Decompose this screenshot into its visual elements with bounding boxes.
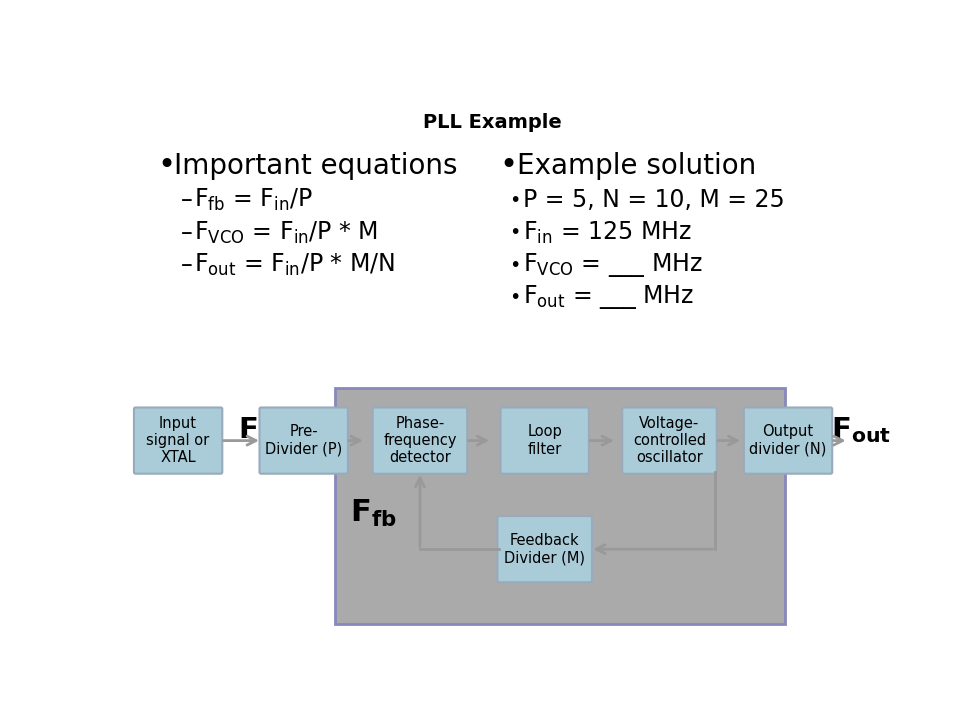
FancyBboxPatch shape bbox=[497, 516, 592, 582]
Text: $\mathbf{F_{out}}$: $\mathbf{F_{out}}$ bbox=[830, 415, 891, 445]
Text: $\mathsf{F_{out}}$ = $\mathsf{F_{in}}$/P * M/N: $\mathsf{F_{out}}$ = $\mathsf{F_{in}}$/P… bbox=[194, 252, 396, 278]
Text: Important equations: Important equations bbox=[175, 152, 458, 180]
FancyBboxPatch shape bbox=[134, 408, 223, 474]
Text: $\mathsf{F_{out}}$ = ___ MHz: $\mathsf{F_{out}}$ = ___ MHz bbox=[523, 284, 694, 311]
FancyBboxPatch shape bbox=[259, 408, 348, 474]
Text: Pre-
Divider (P): Pre- Divider (P) bbox=[265, 424, 343, 456]
FancyBboxPatch shape bbox=[372, 408, 468, 474]
Text: –: – bbox=[180, 189, 192, 212]
Text: •: • bbox=[509, 191, 520, 210]
Text: Input
signal or
XTAL: Input signal or XTAL bbox=[147, 415, 209, 466]
Text: •: • bbox=[509, 288, 520, 307]
Text: Voltage-
controlled
oscillator: Voltage- controlled oscillator bbox=[633, 415, 706, 466]
Text: $\mathsf{F_{fb}}$ = $\mathsf{F_{in}}$/P: $\mathsf{F_{fb}}$ = $\mathsf{F_{in}}$/P bbox=[194, 187, 313, 213]
Text: •: • bbox=[500, 151, 517, 180]
Text: $\mathsf{F_{VCO}}$ = ___ MHz: $\mathsf{F_{VCO}}$ = ___ MHz bbox=[523, 251, 703, 279]
Text: $\mathsf{F_{in}}$ = 125 MHz: $\mathsf{F_{in}}$ = 125 MHz bbox=[523, 220, 691, 246]
Text: Feedback
Divider (M): Feedback Divider (M) bbox=[504, 533, 586, 565]
Text: $\mathsf{F_{VCO}}$ = $\mathsf{F_{in}}$/P * M: $\mathsf{F_{VCO}}$ = $\mathsf{F_{in}}$/P… bbox=[194, 220, 378, 246]
FancyBboxPatch shape bbox=[744, 408, 832, 474]
Text: $\mathbf{F_{in}}$: $\mathbf{F_{in}}$ bbox=[238, 415, 280, 445]
Text: •: • bbox=[509, 256, 520, 274]
FancyBboxPatch shape bbox=[622, 408, 717, 474]
Text: •: • bbox=[509, 223, 520, 242]
Text: –: – bbox=[180, 253, 192, 277]
Text: $\mathbf{F_{fb}}$: $\mathbf{F_{fb}}$ bbox=[350, 498, 396, 529]
FancyBboxPatch shape bbox=[335, 388, 785, 624]
Text: P = 5, N = 10, M = 25: P = 5, N = 10, M = 25 bbox=[523, 189, 784, 212]
Text: Example solution: Example solution bbox=[516, 152, 756, 180]
Text: Phase-
frequency
detector: Phase- frequency detector bbox=[383, 415, 457, 466]
Text: Output
divider (N): Output divider (N) bbox=[750, 424, 827, 456]
Text: •: • bbox=[157, 151, 176, 180]
Text: PLL Example: PLL Example bbox=[422, 113, 562, 132]
FancyBboxPatch shape bbox=[500, 408, 588, 474]
Text: –: – bbox=[180, 221, 192, 245]
Text: Loop
filter: Loop filter bbox=[527, 424, 562, 456]
